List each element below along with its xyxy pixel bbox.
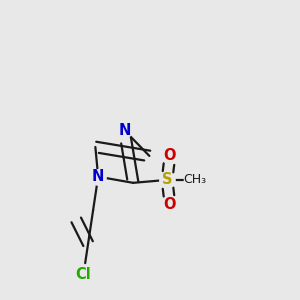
Text: Cl: Cl <box>76 267 91 282</box>
Text: O: O <box>164 196 176 211</box>
Text: N: N <box>92 169 104 184</box>
Text: CH₃: CH₃ <box>183 173 207 186</box>
Text: O: O <box>164 148 176 163</box>
Text: S: S <box>162 172 172 188</box>
Text: N: N <box>118 123 130 138</box>
